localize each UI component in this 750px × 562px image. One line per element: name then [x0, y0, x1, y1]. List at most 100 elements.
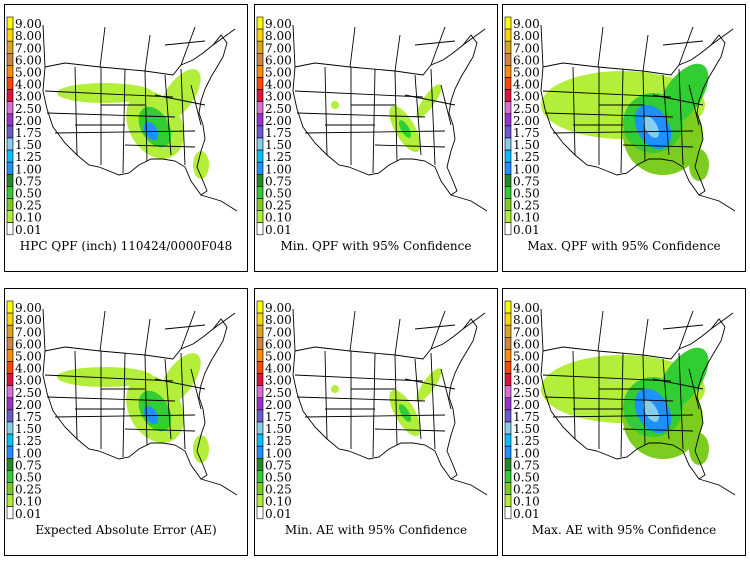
legend-label: 2.00 — [265, 114, 292, 128]
legend-label: 6.00 — [15, 337, 42, 351]
state-line — [440, 84, 452, 126]
legend-label: 1.00 — [513, 162, 540, 176]
state-line — [304, 130, 446, 134]
state-line — [46, 396, 176, 402]
legend-swatch — [6, 361, 14, 374]
legend-label: 1.50 — [15, 138, 42, 152]
legend-swatch — [256, 494, 264, 508]
legend-label: 1.50 — [265, 138, 292, 152]
state-line — [414, 74, 422, 156]
precip-area — [159, 353, 201, 405]
legend-label: 1.25 — [15, 434, 42, 448]
legend-swatch — [256, 470, 264, 483]
legend-swatch — [256, 482, 264, 495]
legend-label: 8.00 — [513, 313, 540, 327]
precip-area — [643, 400, 659, 422]
legend-label: 1.25 — [265, 434, 292, 448]
legend-swatch — [6, 65, 14, 78]
precip-map: 9.008.007.006.005.004.003.002.502.001.75… — [504, 16, 736, 237]
legend-label: 1.75 — [265, 410, 292, 424]
precip-shading — [331, 84, 442, 153]
province-line — [597, 26, 604, 68]
legend-label: 3.00 — [513, 90, 540, 104]
legend-label: 2.00 — [15, 398, 42, 412]
legend-label: 1.00 — [513, 446, 540, 460]
legend-label: 3.00 — [265, 90, 292, 104]
legend-swatch — [6, 409, 14, 423]
legend-swatch — [504, 506, 512, 520]
legend-label: 5.00 — [265, 66, 292, 80]
color-legend: 9.008.007.006.005.004.003.002.502.001.75… — [256, 300, 292, 521]
legend-swatch — [6, 77, 14, 90]
legend-label: 6.00 — [513, 337, 540, 351]
state-line — [552, 414, 694, 418]
legend-swatch — [504, 336, 512, 350]
legend-swatch — [504, 373, 512, 386]
map-boundaries — [292, 24, 488, 212]
island-outline — [200, 478, 238, 496]
map-boundaries — [540, 24, 736, 212]
legend-swatch — [504, 198, 512, 211]
legend-swatch — [504, 16, 512, 30]
panel-caption: Max. AE with 95% Confidence — [531, 523, 717, 537]
legend-swatch — [6, 458, 14, 471]
legend-swatch — [6, 373, 14, 386]
legend-label: 5.00 — [513, 350, 540, 364]
legend-swatch — [256, 300, 264, 314]
state-line — [44, 90, 174, 98]
province-line — [642, 34, 649, 72]
legend-label: 2.50 — [15, 386, 42, 400]
legend-label: 0.10 — [513, 495, 540, 509]
state-line — [414, 358, 422, 440]
province-line — [462, 312, 486, 330]
legend-label: 1.25 — [15, 150, 42, 164]
legend-swatch — [256, 445, 264, 459]
province-line — [462, 28, 486, 46]
precip-shading — [541, 63, 709, 181]
legend-swatch — [504, 458, 512, 471]
legend-swatch — [6, 52, 14, 66]
state-line — [430, 68, 436, 166]
legend-swatch — [256, 433, 264, 447]
legend-swatch — [6, 470, 14, 483]
legend-swatch — [256, 421, 264, 435]
precip-area — [643, 116, 659, 138]
legend-label: 1.75 — [265, 126, 292, 140]
province-line — [349, 310, 356, 352]
legend-swatch — [256, 125, 264, 139]
province-line — [662, 40, 704, 46]
legend-swatch — [256, 361, 264, 374]
province-line — [414, 324, 456, 330]
legend-label: 5.00 — [15, 350, 42, 364]
state-line — [294, 374, 424, 382]
legend-swatch — [256, 349, 264, 362]
legend-swatch — [6, 300, 14, 314]
precip-area — [193, 435, 209, 463]
legend-swatch — [504, 349, 512, 362]
state-line — [678, 352, 684, 450]
panel-min-ae: 9.00 8.00 7.00 6.00 5.00 4.00 3.00 2.50 2.00 1.75… — [254, 288, 498, 556]
legend-label: 2.00 — [513, 398, 540, 412]
province-line — [540, 308, 544, 352]
legend-label: 0.10 — [265, 495, 292, 509]
legend-swatch — [504, 433, 512, 447]
legend-swatch — [6, 161, 14, 175]
legend-label: 1.00 — [265, 446, 292, 460]
legend-swatch — [504, 385, 512, 399]
legend-label: 0.50 — [513, 187, 540, 201]
island-outline — [450, 194, 488, 212]
precip-area — [331, 385, 339, 393]
precip-area — [143, 405, 159, 425]
precip-map: 9.008.007.006.005.004.003.002.502.001.75… — [504, 300, 736, 521]
color-legend: 9.008.007.006.005.004.003.002.502.001.75… — [6, 300, 42, 521]
legend-label: 0.01 — [513, 223, 540, 237]
province-line — [349, 26, 356, 68]
legend-swatch — [504, 65, 512, 78]
state-line — [154, 94, 206, 106]
legend-label: 2.50 — [513, 386, 540, 400]
map-boundaries — [292, 308, 488, 496]
state-line — [688, 368, 700, 410]
state-line — [622, 144, 694, 148]
legend-swatch — [504, 161, 512, 175]
province-line — [99, 310, 106, 352]
